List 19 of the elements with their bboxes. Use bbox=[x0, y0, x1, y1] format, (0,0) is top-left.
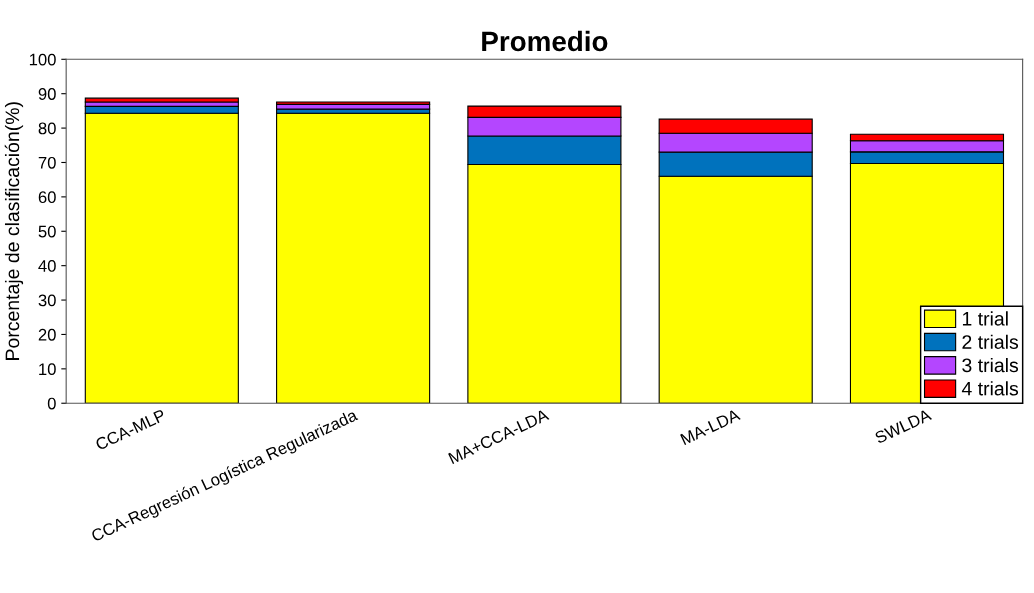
y-axis-title: Porcentaje de clasificación(%) bbox=[4, 102, 24, 360]
bar bbox=[276, 112, 431, 404]
bar bbox=[84, 97, 239, 103]
y-tick-label: 90 bbox=[38, 88, 56, 100]
legend-label: 1 trial bbox=[962, 311, 1008, 326]
y-tick-label: 20 bbox=[38, 328, 56, 341]
y-tick-label: 10 bbox=[39, 363, 56, 376]
y-tick-label: 30 bbox=[38, 294, 56, 307]
y-tick-label: 100 bbox=[29, 53, 56, 66]
y-tick-label: 0 bbox=[47, 397, 56, 410]
legend-label: 3 trials bbox=[962, 357, 1019, 373]
y-tick-label: 40 bbox=[38, 260, 56, 272]
y-tick-label: 80 bbox=[38, 122, 56, 135]
chart-title: Promedio bbox=[482, 30, 608, 52]
legend-label: 2 trials bbox=[962, 334, 1019, 349]
y-tick-label: 50 bbox=[38, 225, 56, 238]
y-tick-label: 70 bbox=[38, 156, 56, 169]
legend-label: 4 trials bbox=[961, 381, 1019, 396]
y-tick-label: 60 bbox=[38, 191, 56, 204]
